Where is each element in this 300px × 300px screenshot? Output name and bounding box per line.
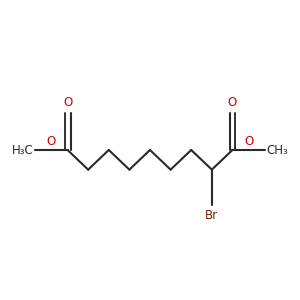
Text: O: O xyxy=(244,134,253,148)
Text: O: O xyxy=(228,96,237,109)
Text: CH₃: CH₃ xyxy=(266,143,288,157)
Text: O: O xyxy=(47,134,56,148)
Text: O: O xyxy=(63,96,72,109)
Text: Br: Br xyxy=(205,209,218,222)
Text: H₃C: H₃C xyxy=(12,143,34,157)
